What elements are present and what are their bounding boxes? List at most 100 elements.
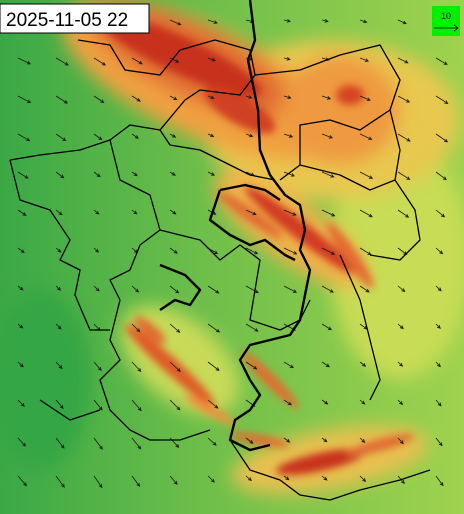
wind-arrow	[17, 57, 31, 65]
wind-arrow	[17, 133, 31, 142]
wind-arrow	[245, 475, 253, 481]
wind-arrow	[55, 247, 62, 253]
wind-arrow	[169, 247, 178, 254]
wind-arrow	[169, 361, 181, 373]
wind-arrow	[55, 399, 64, 409]
wind-arrow	[321, 95, 332, 100]
wind-arrow	[17, 209, 27, 216]
wind-arrow	[321, 171, 335, 178]
wind-arrow	[93, 95, 105, 104]
wind-arrow	[17, 323, 24, 329]
wind-arrow	[207, 437, 217, 446]
wind-arrow	[207, 323, 221, 333]
wind-arrow	[397, 247, 408, 255]
wind-arrow	[93, 57, 107, 66]
wind-arrow	[321, 437, 328, 443]
wind-arrow	[397, 437, 404, 445]
wind-arrow	[359, 57, 370, 62]
wind-arrow	[435, 361, 441, 368]
wind-arrow	[17, 437, 27, 447]
wind-arrow	[169, 171, 176, 176]
wind-arrow	[131, 399, 142, 412]
wind-arrow	[207, 95, 215, 100]
wind-arrow	[207, 475, 215, 483]
wind-arrow	[207, 19, 218, 24]
wind-arrow	[55, 323, 62, 330]
wind-arrow	[397, 323, 404, 330]
wind-arrow	[131, 209, 138, 215]
wind-arrow	[17, 475, 27, 487]
wind-arrow	[207, 361, 220, 371]
wind-arrow	[93, 133, 103, 141]
wind-arrow	[283, 475, 290, 481]
wind-arrow	[397, 209, 410, 218]
wind-arrow	[207, 399, 219, 409]
wind-legend-arrowhead	[453, 24, 459, 32]
wind-arrow	[131, 133, 139, 139]
wind-arrow	[283, 95, 292, 99]
wind-arrow	[245, 209, 257, 216]
wind-arrow	[245, 437, 254, 444]
wind-arrow	[359, 171, 374, 179]
wind-arrow	[131, 323, 141, 333]
wind-arrow	[435, 209, 446, 218]
wind-arrow	[435, 323, 441, 329]
wind-arrow	[435, 399, 442, 407]
wind-arrow	[55, 285, 62, 291]
wind-arrow	[435, 171, 447, 181]
wind-arrow	[321, 361, 330, 368]
wind-arrow	[283, 247, 298, 255]
wind-arrow	[397, 57, 409, 64]
wind-arrow	[93, 361, 102, 371]
wind-arrow	[321, 475, 328, 481]
wind-arrow	[55, 133, 67, 142]
wind-arrow	[283, 209, 297, 216]
wind-arrow	[169, 399, 181, 411]
wind-arrow	[283, 285, 298, 293]
wind-arrow	[17, 247, 25, 254]
wind-arrow	[17, 399, 25, 407]
wind-arrow	[435, 57, 448, 65]
wind-arrow	[359, 209, 373, 218]
wind-arrow	[245, 361, 258, 370]
wind-arrow	[55, 57, 69, 66]
wind-legend-box	[432, 6, 460, 36]
wind-arrow	[93, 209, 100, 215]
wind-arrow	[359, 285, 370, 293]
wind-arrow	[169, 19, 182, 26]
wind-arrow	[245, 95, 253, 99]
borders	[9, 39, 431, 501]
wind-arrow	[17, 361, 24, 368]
wind-arrow	[435, 95, 449, 104]
wind-arrow	[321, 285, 334, 293]
wind-arrow	[169, 95, 178, 100]
wind-arrow	[359, 19, 368, 24]
wind-arrow	[169, 209, 177, 215]
wind-arrow	[283, 437, 291, 443]
wind-arrow	[245, 247, 259, 255]
wind-arrow	[397, 285, 406, 292]
wind-arrow	[207, 285, 220, 294]
wind-arrow	[435, 475, 444, 487]
wind-arrow	[321, 247, 336, 255]
wind-arrow	[93, 171, 101, 178]
wind-arrow	[283, 399, 292, 406]
wind-arrow	[207, 171, 216, 176]
wind-arrow	[131, 285, 140, 293]
wind-arrow	[435, 437, 443, 447]
wind-arrow	[321, 323, 332, 331]
wind-arrow	[131, 171, 138, 177]
wind-arrow	[207, 133, 215, 138]
wind-arrows	[17, 18, 449, 489]
wind-arrow	[55, 361, 63, 370]
wind-arrow	[283, 133, 294, 138]
wind-arrow	[207, 57, 216, 62]
wind-arrow	[321, 399, 329, 405]
wind-arrow	[397, 133, 411, 142]
wind-arrow	[93, 437, 103, 450]
wind-arrow	[359, 437, 366, 443]
wind-arrow	[55, 171, 65, 179]
wind-arrow	[245, 133, 254, 138]
country-border	[159, 0, 312, 452]
